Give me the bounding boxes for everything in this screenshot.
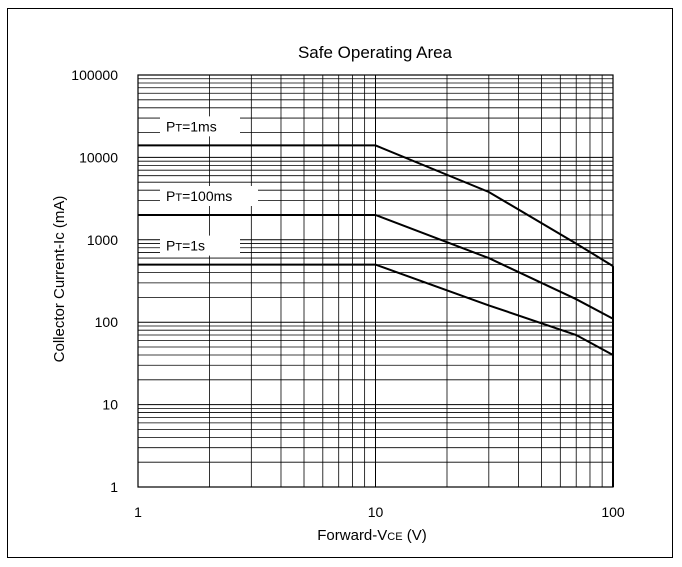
series-label: PT=1s xyxy=(166,238,205,254)
y-tick-label: 100000 xyxy=(71,67,118,83)
series-label-sub: T xyxy=(175,192,182,204)
chart-title: Safe Operating Area xyxy=(298,43,453,62)
series-line xyxy=(138,214,614,320)
series-lines xyxy=(138,144,614,487)
series-label-main: P xyxy=(166,118,175,134)
series-label: PT=100ms xyxy=(166,188,232,204)
y-tick-label: 10000 xyxy=(79,149,118,165)
x-tick-label: 10 xyxy=(368,504,384,520)
series-label-sub: T xyxy=(175,242,182,254)
y-axis-label: Collector Current-Ic (mA) xyxy=(51,196,68,363)
x-axis-label: Forward-VCE (V) xyxy=(317,527,426,544)
series-label-bg xyxy=(160,116,240,137)
series-label-main: P xyxy=(166,238,175,254)
y-tick-label: 10 xyxy=(102,397,118,413)
x-axis-label-sub: CE xyxy=(387,531,402,543)
x-axis-label-unit: (V) xyxy=(403,527,427,544)
series-label-rest: =100ms xyxy=(182,188,232,204)
series-label: PT=1ms xyxy=(166,118,217,134)
x-axis-label-main: Forward-V xyxy=(317,527,387,544)
series-label-sub: T xyxy=(175,122,182,134)
grid xyxy=(137,74,614,488)
series-label-rest: =1s xyxy=(182,238,205,254)
series-label-main: P xyxy=(166,188,175,204)
tick-labels: 1 10 100 1 10 100 1000 10000 100000 xyxy=(71,67,625,520)
series-line xyxy=(138,144,614,267)
y-tick-label: 1000 xyxy=(87,232,118,248)
series-line xyxy=(138,263,614,356)
series-label-bg xyxy=(160,185,258,206)
y-tick-label: 100 xyxy=(95,314,119,330)
chart-frame xyxy=(7,8,673,558)
series-label-rest: =1ms xyxy=(182,118,217,134)
series-label-bg xyxy=(160,235,240,256)
y-tick-label: 1 xyxy=(110,479,118,495)
x-tick-label: 100 xyxy=(601,504,625,520)
x-tick-label: 1 xyxy=(134,504,142,520)
